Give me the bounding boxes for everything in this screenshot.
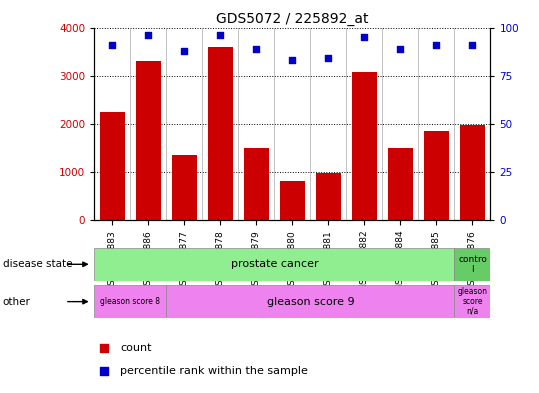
Point (108, 42, 116, 48)
Text: disease state: disease state (3, 259, 72, 269)
Text: percentile rank within the sample: percentile rank within the sample (120, 366, 308, 376)
Text: gleason
score
n/a: gleason score n/a (458, 287, 487, 316)
Bar (167, 285, 454, 318)
Bar (208, 47, 233, 220)
Text: prostate cancer: prostate cancer (231, 259, 318, 269)
Bar (316, 173, 341, 220)
Text: other: other (3, 297, 31, 307)
Bar (94, 285, 167, 318)
Bar (388, 148, 413, 220)
Text: count: count (120, 343, 151, 353)
Point (324, 55, 333, 61)
Point (216, 32, 225, 39)
Text: gleason score 8: gleason score 8 (100, 297, 160, 306)
Title: GDS5072 / 225892_at: GDS5072 / 225892_at (216, 13, 369, 26)
Bar (352, 72, 377, 220)
Point (288, 57, 297, 63)
Point (360, 34, 369, 40)
Point (144, 32, 153, 39)
Bar (172, 155, 197, 220)
Bar (454, 285, 490, 318)
Bar (136, 61, 161, 220)
Bar (454, 248, 490, 281)
Point (432, 42, 441, 48)
Bar (244, 148, 269, 220)
Point (180, 48, 189, 54)
Bar (460, 125, 485, 220)
Point (100, 368, 108, 374)
Bar (424, 131, 449, 220)
Bar (100, 112, 125, 220)
Point (468, 42, 477, 48)
Text: gleason score 9: gleason score 9 (267, 297, 354, 307)
Point (100, 345, 108, 351)
Text: contro
l: contro l (458, 255, 487, 274)
Point (252, 46, 261, 52)
Point (396, 46, 405, 52)
Bar (280, 181, 305, 220)
